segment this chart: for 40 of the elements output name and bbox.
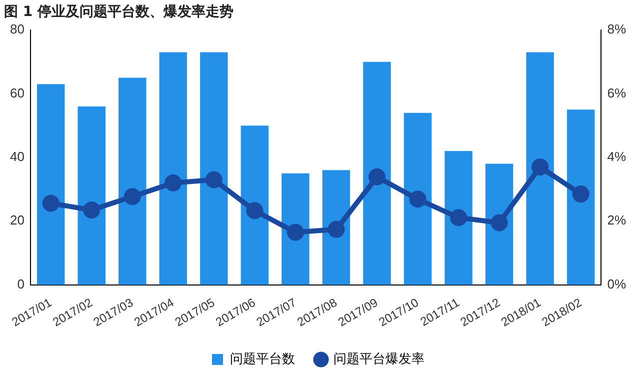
- point: [205, 171, 222, 188]
- point: [328, 220, 345, 238]
- point: [368, 168, 386, 186]
- chart-title: 图 1 停业及问题平台数、爆发率走势: [4, 3, 234, 21]
- y2-tick-label: 0%: [607, 276, 626, 292]
- bar: [282, 173, 310, 285]
- y2-tick-label: 2%: [607, 212, 626, 228]
- bar: [444, 151, 472, 285]
- bar: [118, 78, 146, 285]
- y-tick-label: 80: [10, 22, 24, 37]
- point: [532, 158, 549, 176]
- bar: [240, 126, 269, 285]
- bar: [159, 52, 188, 285]
- bar: [363, 62, 391, 285]
- point: [572, 186, 590, 203]
- legend-label: 问题平台数: [230, 351, 295, 366]
- point: [42, 194, 60, 212]
- y2-tick-label: 4%: [607, 149, 626, 164]
- legend-label: 问题平台爆发率: [334, 351, 424, 366]
- bar: [78, 106, 106, 285]
- y2-tick-label: 6%: [607, 85, 626, 100]
- bar: [566, 110, 595, 285]
- point: [83, 201, 100, 218]
- point: [124, 188, 141, 206]
- point: [450, 209, 468, 226]
- point: [409, 190, 426, 208]
- y-tick-label: 60: [10, 85, 24, 100]
- point: [246, 202, 264, 220]
- bar: [485, 164, 514, 285]
- point: [164, 174, 182, 192]
- y-tick-label: 20: [10, 212, 24, 228]
- y2-tick-label: 8%: [607, 22, 626, 37]
- point: [490, 214, 508, 232]
- bar: [404, 112, 432, 285]
- bar: [200, 52, 228, 285]
- point: [286, 224, 304, 241]
- y-tick-label: 40: [10, 149, 24, 164]
- bar: [36, 84, 65, 285]
- y-tick-label: 0: [17, 276, 24, 292]
- bar: [526, 52, 554, 285]
